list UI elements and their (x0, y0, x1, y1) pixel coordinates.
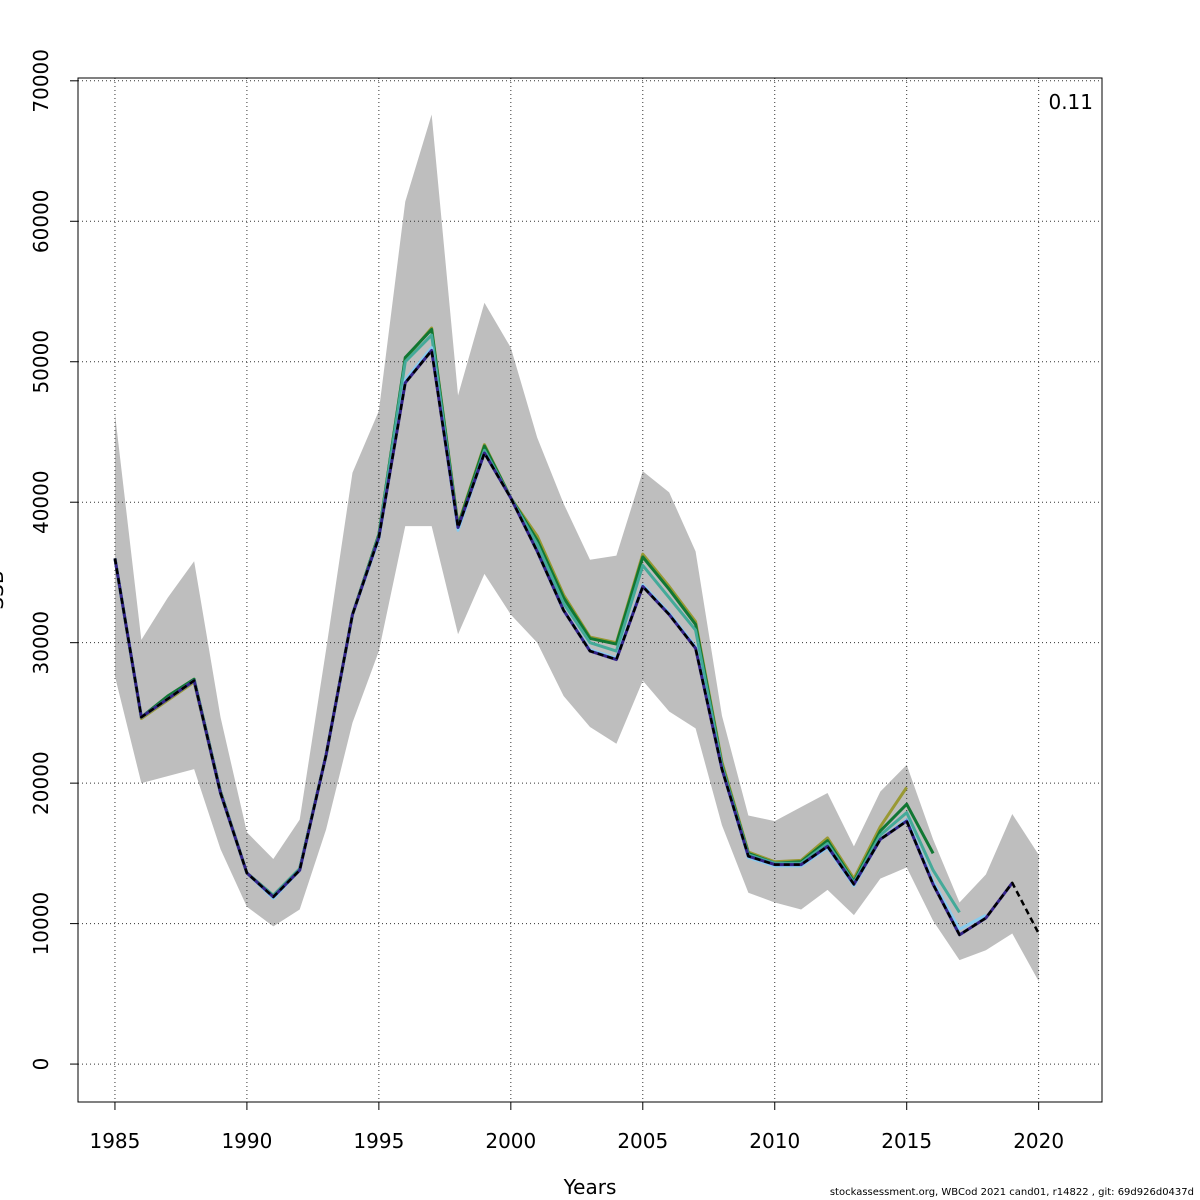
y-tick-label: 20000 (29, 751, 53, 815)
rho-annotation: 0.11 (1048, 90, 1093, 114)
confidence-band (114, 114, 1039, 982)
series-line-base (113, 349, 1040, 937)
plot-frame (77, 77, 1103, 1103)
x-tick-label: 2000 (485, 1129, 536, 1153)
footer-credit: stockassessment.org, WBCod 2021 cand01, … (829, 1187, 1194, 1198)
x-tick-label: 2020 (1013, 1129, 1064, 1153)
x-tick-label: 2005 (617, 1129, 668, 1153)
x-tick-label: 1985 (89, 1129, 140, 1153)
y-axis-label: SSB (0, 570, 8, 609)
x-tick-label: 1995 (353, 1129, 404, 1153)
x-tick-label: 2010 (749, 1129, 800, 1153)
y-tick-label: 70000 (29, 49, 53, 113)
y-tick-label: 0 (29, 1058, 53, 1071)
y-tick-label: 40000 (29, 470, 53, 534)
y-tick-label: 60000 (29, 189, 53, 253)
x-axis-label: Years (563, 1175, 617, 1199)
x-tick-label: 2015 (881, 1129, 932, 1153)
y-tick-label: 10000 (29, 892, 53, 956)
x-tick-label: 1990 (221, 1129, 272, 1153)
y-tick-label: 50000 (29, 330, 53, 394)
y-tick-label: 30000 (29, 611, 53, 675)
